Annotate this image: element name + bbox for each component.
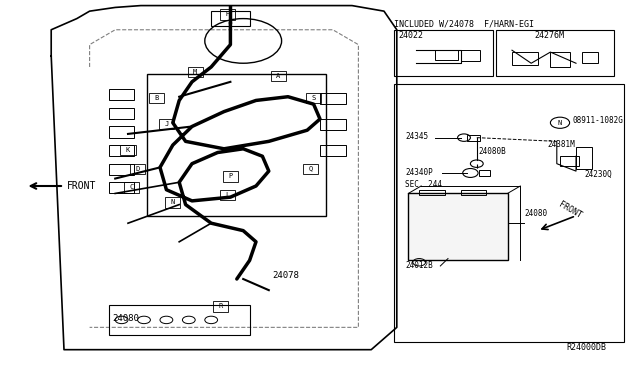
Bar <box>124 182 139 193</box>
Bar <box>147 74 326 216</box>
Text: 24080: 24080 <box>112 314 139 323</box>
Bar <box>109 126 134 138</box>
Text: 24230Q: 24230Q <box>584 170 612 179</box>
Text: L: L <box>225 192 229 198</box>
Bar <box>271 71 286 81</box>
Text: R24000DB: R24000DB <box>566 343 607 352</box>
Bar <box>188 67 203 77</box>
Bar <box>109 89 134 100</box>
Bar <box>223 171 238 182</box>
Bar <box>576 147 592 169</box>
Text: 24078: 24078 <box>272 271 299 280</box>
Bar <box>109 182 134 193</box>
Text: 24080: 24080 <box>525 209 548 218</box>
Text: 24022: 24022 <box>398 31 423 40</box>
Bar <box>306 93 321 103</box>
Text: J: J <box>164 121 168 127</box>
Bar <box>149 93 164 103</box>
Text: A: A <box>276 73 280 78</box>
Bar <box>220 9 235 20</box>
Bar <box>109 145 134 156</box>
Text: 24080B: 24080B <box>479 147 506 156</box>
Bar <box>109 164 134 175</box>
Bar <box>582 52 598 63</box>
Bar <box>120 145 136 155</box>
Text: SEC. 244: SEC. 244 <box>405 180 442 189</box>
Bar <box>512 52 538 65</box>
Bar <box>220 190 235 200</box>
Text: FRONT: FRONT <box>557 200 583 220</box>
Text: FRONT: FRONT <box>67 181 97 191</box>
Bar <box>435 50 458 60</box>
Bar <box>130 164 145 174</box>
Bar <box>109 305 250 335</box>
Bar <box>419 190 445 195</box>
Text: 24340P: 24340P <box>405 168 433 177</box>
Text: K: K <box>126 147 130 153</box>
Bar <box>394 84 624 342</box>
Text: C: C <box>129 184 133 190</box>
Text: 24345: 24345 <box>405 132 428 141</box>
Bar <box>213 301 228 312</box>
Text: 24276M: 24276M <box>534 31 564 40</box>
Bar <box>394 30 493 76</box>
Text: N: N <box>558 120 562 126</box>
Bar <box>165 197 180 208</box>
Text: R: R <box>219 303 223 309</box>
Bar <box>320 119 346 130</box>
Text: S: S <box>312 95 316 101</box>
Text: INCLUDED W/24078  F/HARN-EGI: INCLUDED W/24078 F/HARN-EGI <box>394 20 534 29</box>
Text: B: B <box>155 95 159 101</box>
Text: 08911-1082G: 08911-1082G <box>573 116 623 125</box>
Text: Q: Q <box>308 166 312 171</box>
Bar <box>467 135 480 141</box>
Bar <box>320 145 346 156</box>
Text: M: M <box>193 69 197 75</box>
Bar <box>408 193 508 260</box>
Bar <box>550 52 570 67</box>
Bar <box>159 119 174 129</box>
Bar <box>109 108 134 119</box>
Bar <box>461 50 480 61</box>
Bar <box>496 30 614 76</box>
Bar <box>479 170 490 176</box>
Bar <box>303 164 318 174</box>
Bar <box>211 11 250 26</box>
Bar <box>461 190 486 195</box>
Text: 24381M: 24381M <box>547 140 575 149</box>
Text: D: D <box>136 166 140 171</box>
Text: N: N <box>171 199 175 205</box>
Text: 24012B: 24012B <box>405 262 433 270</box>
Bar <box>560 156 579 166</box>
Text: P: P <box>228 173 232 179</box>
Text: H: H <box>225 11 229 17</box>
Bar <box>320 93 346 104</box>
